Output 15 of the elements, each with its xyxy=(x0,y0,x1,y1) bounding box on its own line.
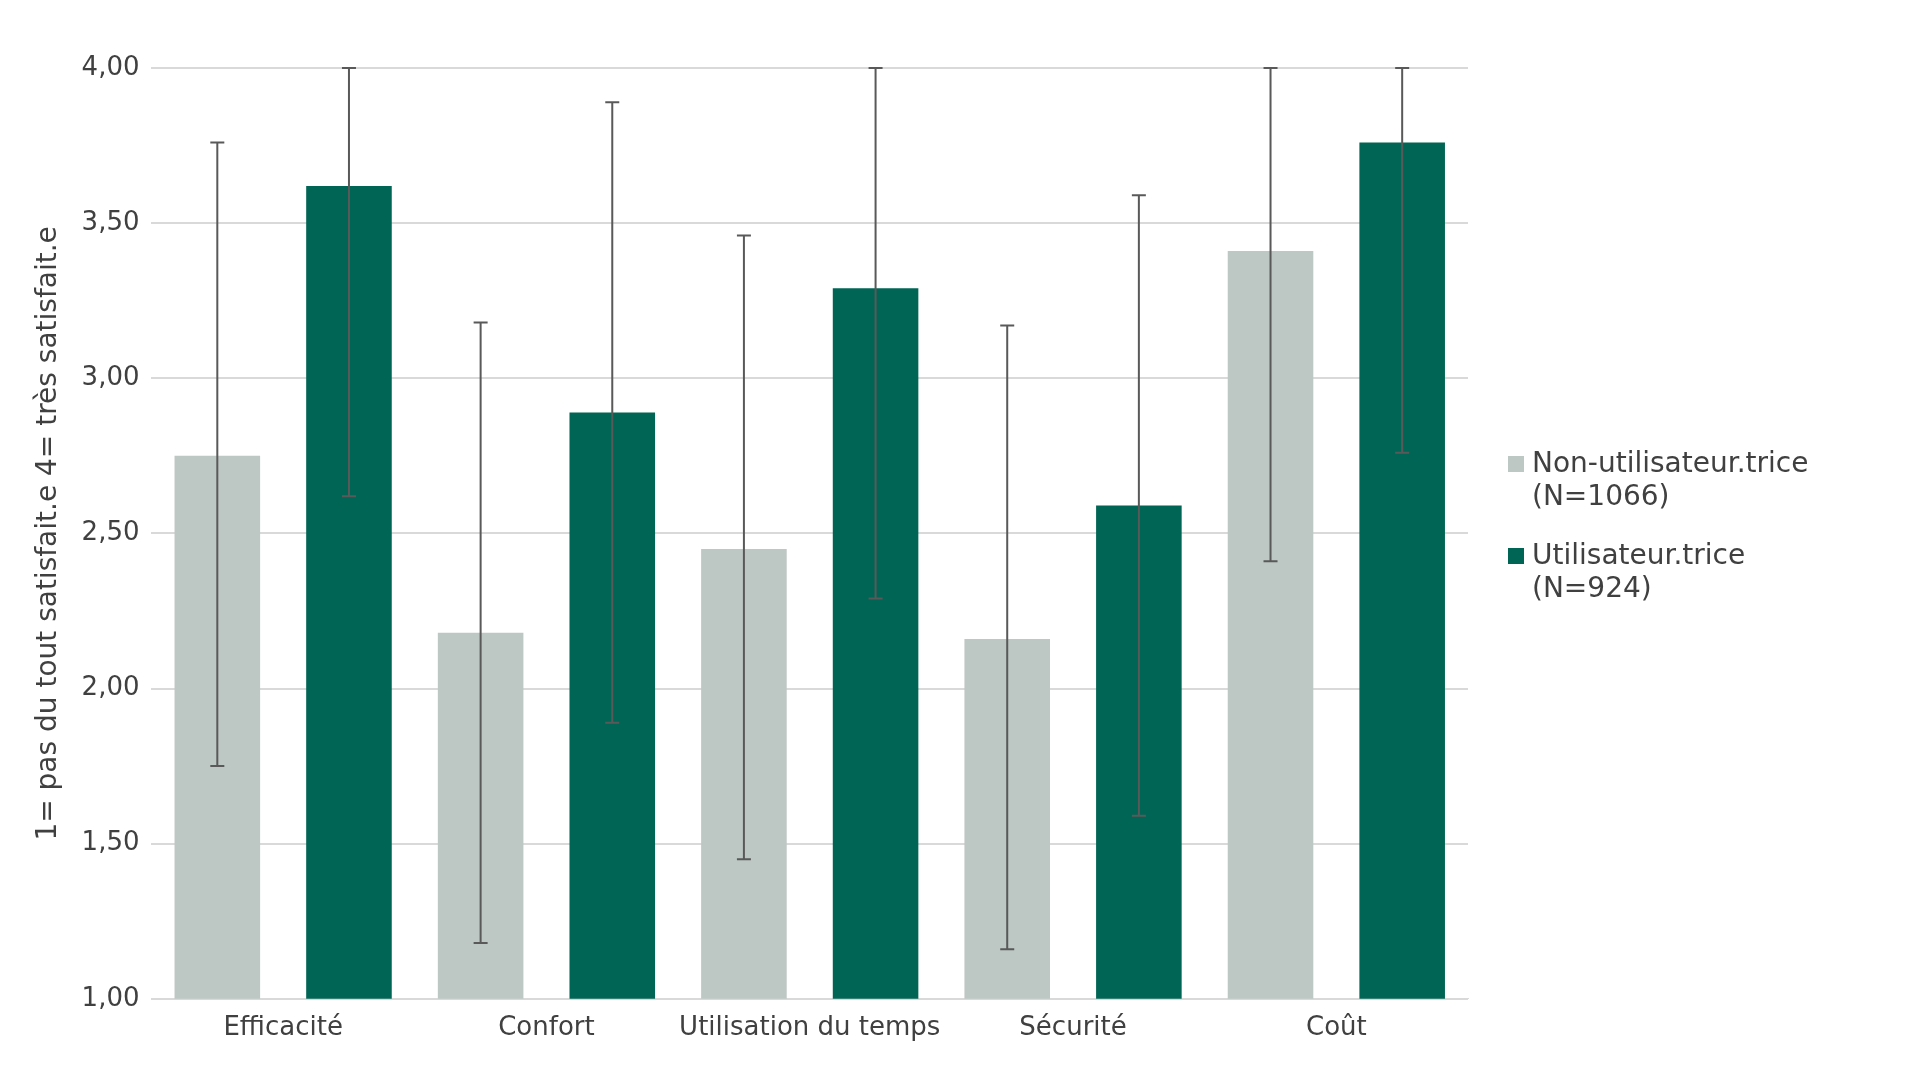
x-tick-label: Efficacité xyxy=(223,1011,343,1042)
y-tick-label: 2,50 xyxy=(81,516,140,547)
legend-label: Non-utilisateur.trice (N=1066) xyxy=(1532,446,1810,512)
x-tick-label: Coût xyxy=(1305,1011,1367,1042)
x-tick-label: Confort xyxy=(498,1011,595,1042)
x-tick-label: Sécurité xyxy=(1019,1011,1127,1042)
x-tick-label: Utilisation du temps xyxy=(679,1011,941,1042)
legend-label: Utilisateur.trice (N=924) xyxy=(1532,538,1747,604)
y-tick-label: 3,50 xyxy=(81,205,140,236)
y-tick-label: 3,00 xyxy=(81,361,140,392)
y-axis-title: 1= pas du tout satisfait.e 4= très satisfait.e xyxy=(30,226,64,841)
y-tick-label: 2,00 xyxy=(81,671,140,702)
y-tick-label: 4,00 xyxy=(81,50,140,81)
y-tick-label: 1,50 xyxy=(81,826,140,857)
y-tick-label: 1,00 xyxy=(81,981,140,1012)
